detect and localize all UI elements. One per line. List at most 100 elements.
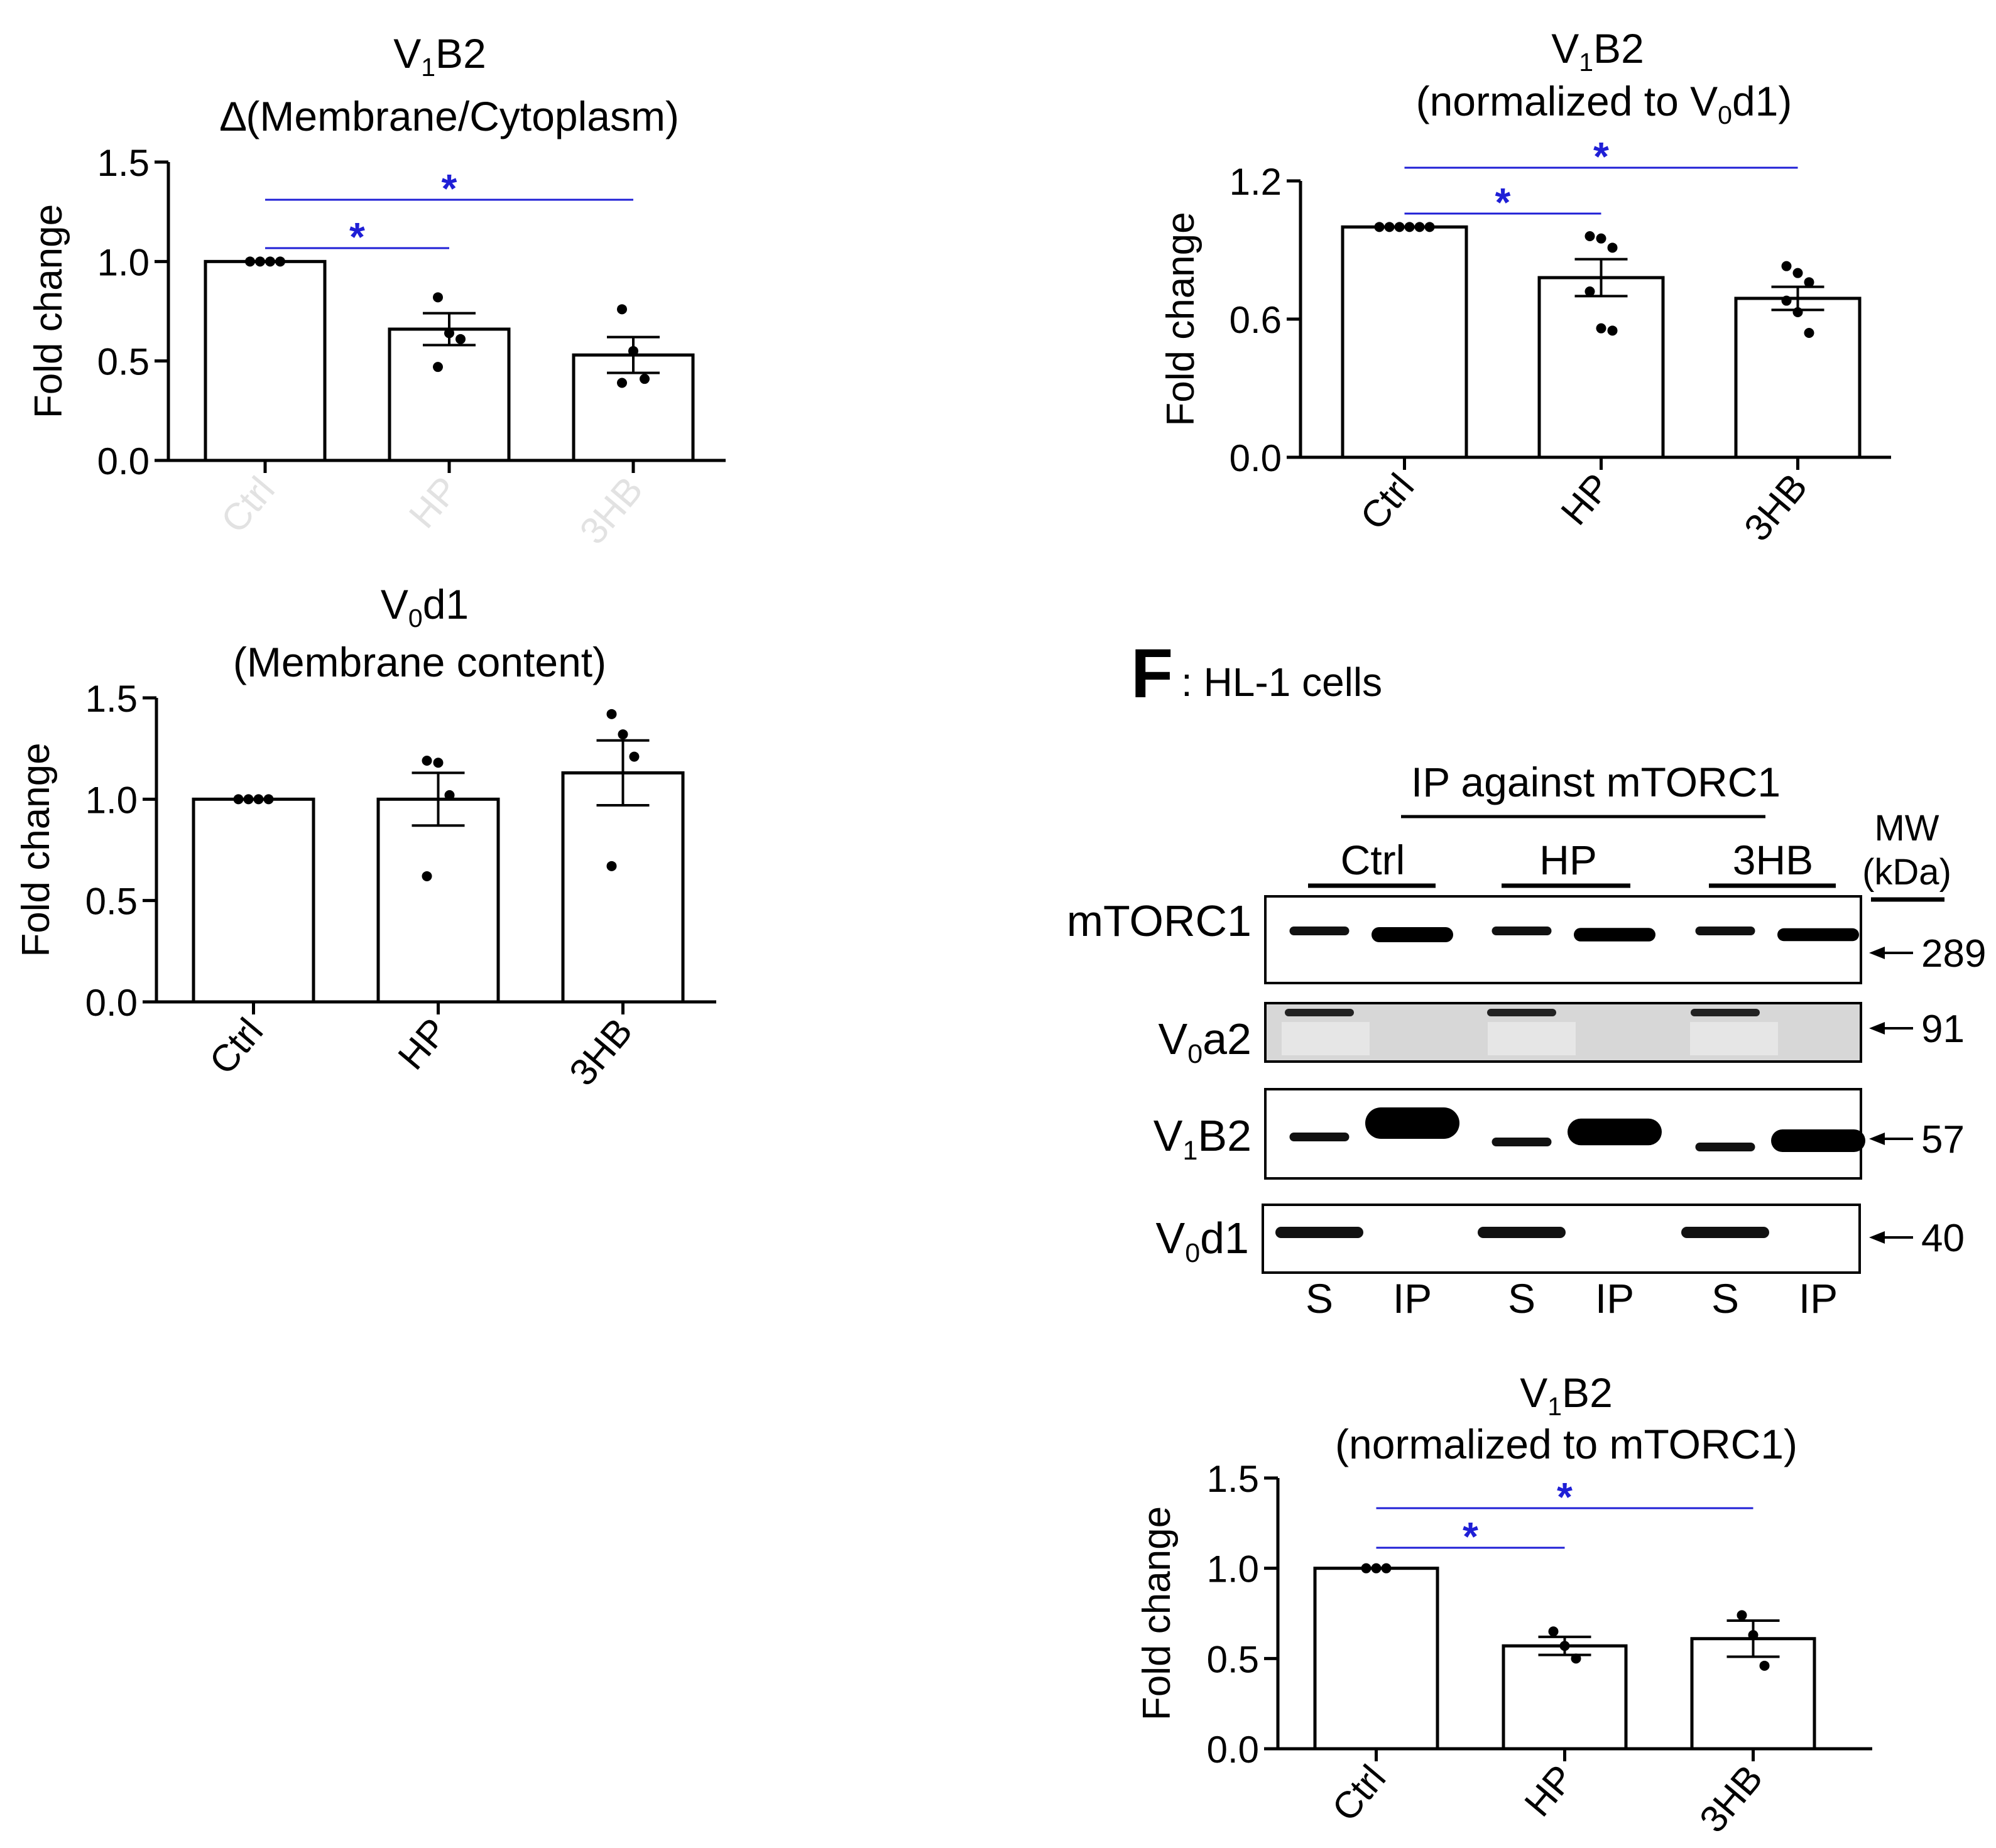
significance-ctrl-3hb: * (265, 166, 633, 211)
data-point (1384, 222, 1395, 232)
data-point (1414, 222, 1425, 232)
y-tick-label: 1.2 (1230, 161, 1282, 203)
significance-star: * (442, 166, 457, 211)
mw-header-line1: MW (1874, 808, 1939, 849)
panel-title: : HL-1 cells (1181, 660, 1382, 705)
mw-label: 57 (1921, 1118, 1965, 1161)
mw-arrow-head (1869, 1231, 1885, 1244)
y-tick-label: 1.5 (97, 142, 150, 184)
band-s (1275, 1227, 1363, 1238)
data-point (606, 709, 617, 719)
data-point (1424, 222, 1435, 232)
data-point (422, 871, 432, 881)
lane-group-label-3hb: 3HB (1733, 837, 1813, 883)
significance-star: * (1495, 180, 1511, 225)
y-axis-label: Fold change (27, 204, 70, 418)
data-point (640, 374, 650, 384)
lane-group-label-ctrl: Ctrl (1341, 837, 1405, 883)
data-point (617, 304, 627, 315)
lane-label-ip: IP (1595, 1275, 1634, 1322)
lane-group-label-hp: HP (1539, 837, 1597, 883)
y-tick-label: 0.5 (1207, 1638, 1259, 1680)
mw-label: 40 (1921, 1217, 1965, 1260)
x-tick-label-3hb: 3HB (1691, 1757, 1770, 1840)
lane-label-s: S (1306, 1275, 1333, 1322)
data-point (263, 794, 274, 805)
chart-v1b2-normalized-mtorc1: V1B2(normalized to mTORC1) Fold change 0.0… (1135, 1369, 1872, 1840)
data-point (275, 256, 285, 267)
chart-v0d1-membrane-content: V0d1 (Membrane content) Fold change 0.0 0.5 1… (14, 581, 716, 1094)
data-point (1548, 1626, 1559, 1637)
blot-row-v0d1: V0d1 40 (1156, 1204, 1965, 1274)
mw-arrow-head (1869, 1133, 1885, 1145)
x-tick-label-ctrl: Ctrl (201, 1010, 271, 1082)
blot-row-v0a2: V0a2 91 (1159, 1002, 1965, 1069)
y-tick-label: 1.5 (1207, 1458, 1259, 1500)
blot-row-label: V0a2 (1159, 1014, 1252, 1069)
ip-header: IP against mTORC1 (1411, 759, 1781, 805)
significance-ctrl-hp: * (265, 214, 449, 259)
blot-row-v1b2: V1B2 57 (1153, 1088, 1965, 1180)
significance-ctrl-3hb: * (1404, 134, 1798, 179)
blot-strip (1264, 1088, 1862, 1180)
x-tick-label-3hb: 3HB (572, 469, 651, 552)
blot-row-label: V0d1 (1156, 1214, 1250, 1268)
blot-row-label: V1B2 (1153, 1111, 1252, 1166)
data-point (1607, 325, 1618, 336)
band-s (1478, 1227, 1566, 1238)
data-point (1596, 233, 1606, 244)
blot-background-stripe (1690, 1022, 1778, 1055)
data-point (1748, 1629, 1759, 1640)
significance-ctrl-3hb: * (1376, 1474, 1753, 1519)
data-point (444, 790, 455, 800)
data-point (433, 292, 443, 303)
y-tick-label: 0.0 (85, 982, 138, 1024)
data-point (618, 729, 628, 740)
chart-subtitle: (Membrane content) (233, 639, 606, 685)
band-ip (1777, 928, 1859, 942)
data-point (245, 256, 255, 267)
data-point (1792, 307, 1803, 317)
y-tick-label: 0.6 (1230, 299, 1282, 341)
data-point (1804, 277, 1814, 288)
y-tick-label: 1.0 (1207, 1548, 1259, 1590)
blot-strip (1262, 1204, 1861, 1274)
bar-hp (1537, 276, 1665, 459)
significance-star: * (349, 214, 365, 259)
data-point (1571, 1653, 1581, 1664)
band-s (1695, 927, 1755, 935)
chart-title: V0d1 (381, 581, 469, 633)
data-point (1781, 261, 1792, 271)
chart-subtitle: (normalized to V0d1) (1416, 78, 1792, 129)
data-point (1584, 286, 1595, 296)
y-tick-label: 0.0 (97, 440, 150, 482)
data-point (1361, 1563, 1372, 1574)
chart-subtitle: (normalized to mTORC1) (1335, 1421, 1797, 1467)
band-ip (1574, 928, 1655, 942)
x-tick-label-3hb: 3HB (1736, 465, 1815, 548)
x-tick-label-ctrl: Ctrl (213, 469, 283, 541)
error-bar-hp (412, 771, 465, 827)
bar-ctrl (192, 797, 315, 1004)
data-point (606, 861, 617, 871)
data-point (1596, 323, 1606, 334)
chart-v1b2-membrane-cytoplasm: V1B2 ∆(Membrane/Cytoplasm) Fold change 0.0 0… (27, 30, 726, 552)
data-point (433, 758, 444, 768)
significance-ctrl-hp: * (1376, 1514, 1565, 1559)
data-point (433, 362, 443, 372)
lane-label-s: S (1508, 1275, 1535, 1322)
bar-3hb (561, 771, 685, 1004)
y-tick-label: 1.0 (97, 241, 150, 283)
data-point (265, 256, 275, 267)
western-blot-panel: F : HL-1 cells IP against mTORC1 Ctrl HP 3… (1067, 635, 1987, 1322)
chart-v1b2-normalized-v0d1: V1B2(normalized to V0d1) Fold change 0.0 0.… (1159, 25, 1891, 549)
significance-star: * (1463, 1514, 1478, 1559)
bar-hp (388, 327, 511, 462)
bar-ctrl (1313, 1567, 1439, 1751)
significance-star: * (1557, 1474, 1573, 1519)
chart-title: V1B2 (1551, 25, 1644, 77)
blot-background-stripe (1488, 1022, 1576, 1055)
band-ip (1365, 1107, 1459, 1139)
data-point (1381, 1563, 1392, 1574)
